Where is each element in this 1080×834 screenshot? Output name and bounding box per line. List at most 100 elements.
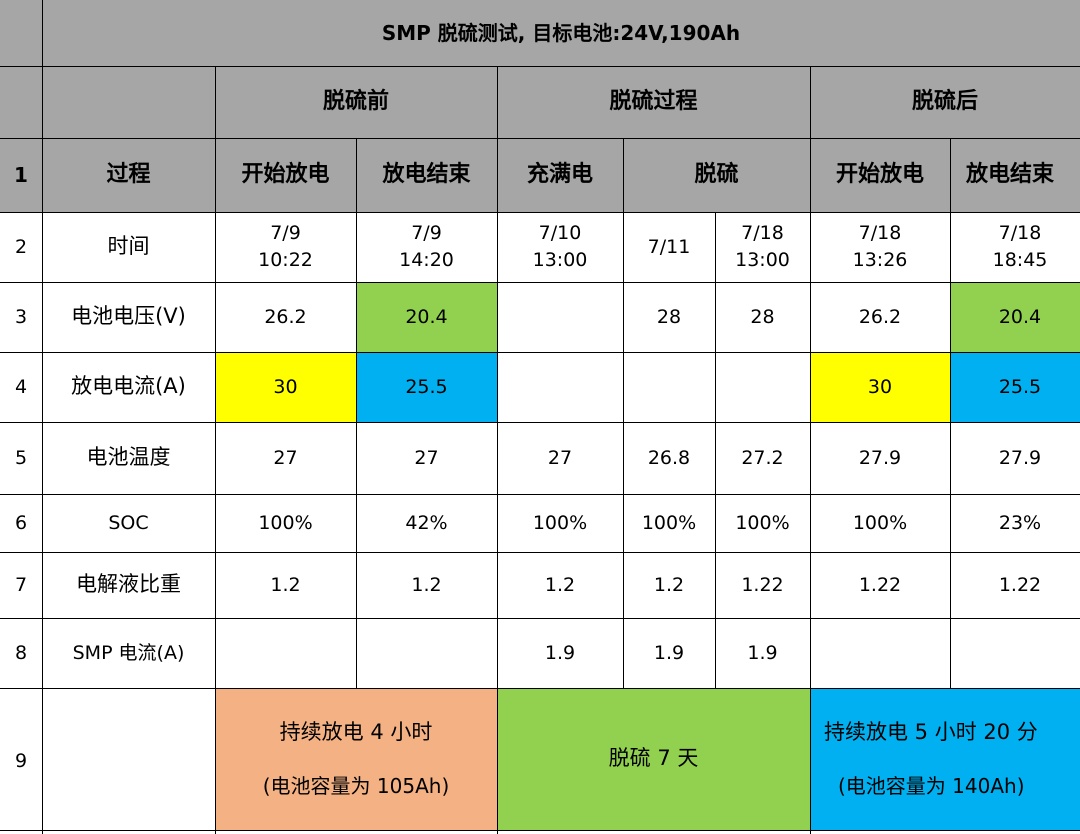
voltage-cell-green: 20.4 <box>950 282 1080 352</box>
temperature-cell: 27 <box>273 446 298 469</box>
grid-line <box>810 66 811 834</box>
current-cell <box>623 352 715 422</box>
soc-cell: 100% <box>532 511 588 534</box>
summary-process: 脱硫 7 天 <box>497 688 810 830</box>
current-cell-yellow: 30 <box>810 352 950 422</box>
time-cell: 7/10 13:00 <box>497 212 623 282</box>
smp-current-cell: 1.9 <box>747 641 778 664</box>
summary-before-capacity: (电池容量为 105Ah) <box>262 773 450 798</box>
row-number: 9 <box>14 749 28 772</box>
grid-line <box>0 66 1080 67</box>
grid-line <box>950 138 951 688</box>
col-header-start-discharge-after: 开始放电 <box>810 138 950 212</box>
group-header-process: 脱硫过程 <box>497 66 810 138</box>
voltage-cell: 26.2 <box>264 305 307 328</box>
grid-line <box>356 138 357 688</box>
time-date: 7/18 <box>998 222 1042 245</box>
grid-line <box>623 138 624 688</box>
col-header-full-charge: 充满电 <box>497 138 623 212</box>
voltage-cell: 28 <box>656 305 682 328</box>
grid-line <box>497 66 498 834</box>
voltage-cell-green: 20.4 <box>356 282 497 352</box>
time-cell: 7/18 18:45 <box>950 212 1080 282</box>
time-cell: 7/9 10:22 <box>215 212 356 282</box>
temperature-cell: 27.9 <box>998 446 1042 469</box>
time-clock: 13:00 <box>532 249 588 271</box>
corner-cell <box>0 0 42 66</box>
row-number: 8 <box>14 641 28 664</box>
row-number: 7 <box>14 573 28 596</box>
row-number: 5 <box>14 446 28 469</box>
grid-line <box>0 494 1080 495</box>
grid-line <box>0 352 1080 353</box>
soc-cell: 100% <box>735 511 790 534</box>
row-label-smp-current: SMP 电流(A) <box>72 641 185 664</box>
soc-cell: 100% <box>852 511 908 534</box>
current-cell <box>497 352 623 422</box>
row-number: 2 <box>14 235 28 258</box>
soc-cell: 100% <box>258 511 313 534</box>
summary-after-capacity: (电池容量为 140Ah) <box>838 773 1025 798</box>
summary-before: 持续放电 4 小时 (电池容量为 105Ah) <box>215 688 497 830</box>
smp-current-cell <box>810 618 950 688</box>
voltage-cell: 28 <box>750 305 775 328</box>
soc-cell: 42% <box>405 511 448 534</box>
voltage-cell: 26.2 <box>858 305 902 328</box>
group-header-before: 脱硫前 <box>215 66 497 138</box>
table-title: SMP 脱硫测试, 目标电池:24V,190Ah <box>42 0 1080 66</box>
temperature-cell: 27.2 <box>741 446 784 469</box>
smp-current-cell: 1.9 <box>653 641 685 664</box>
current-cell-blue: 25.5 <box>356 352 497 422</box>
summary-after: 持续放电 5 小时 20 分 (电池容量为 140Ah) <box>810 688 1080 830</box>
smp-current-cell: 1.9 <box>544 641 576 664</box>
smp-current-cell <box>215 618 356 688</box>
time-cell: 7/9 14:20 <box>356 212 497 282</box>
time-cell: 7/18 13:26 <box>810 212 950 282</box>
grid-line <box>0 618 1080 619</box>
row-label-current: 放电电流(A) <box>71 374 186 399</box>
density-cell: 1.2 <box>411 573 442 596</box>
time-clock: 18:45 <box>992 249 1048 271</box>
col-header-end-discharge-after: 放电结束 <box>950 138 1080 212</box>
time-cell: 7/11 <box>647 235 691 258</box>
row-number: 3 <box>14 305 28 328</box>
summary-before-duration: 持续放电 4 小时 <box>279 720 433 745</box>
group-header-blank <box>42 66 215 138</box>
summary-label-blank <box>42 688 215 834</box>
col-header-desulfation: 脱硫 <box>623 138 810 212</box>
time-date: 7/18 <box>858 222 902 245</box>
row-label-process: 过程 <box>42 138 215 212</box>
time-cell: 7/18 13:00 <box>715 212 810 282</box>
soc-cell: 23% <box>998 511 1042 534</box>
current-cell-yellow: 30 <box>215 352 356 422</box>
smp-current-cell <box>950 618 1080 688</box>
time-date: 7/9 <box>411 222 442 245</box>
time-clock: 13:26 <box>852 249 908 271</box>
grid-line <box>0 282 1080 283</box>
current-cell-blue: 25.5 <box>950 352 1080 422</box>
time-date: 7/10 <box>538 222 582 245</box>
grid-line <box>0 830 1080 831</box>
soc-cell: 100% <box>641 511 697 534</box>
row-number: 4 <box>14 375 28 398</box>
row-label-temperature: 电池温度 <box>86 445 171 470</box>
col-header-start-discharge: 开始放电 <box>215 138 356 212</box>
density-cell: 1.2 <box>653 573 685 596</box>
grid-line <box>0 552 1080 553</box>
time-date: 7/9 <box>270 222 301 245</box>
group-header-after: 脱硫后 <box>810 66 1080 138</box>
grid-line <box>215 66 216 834</box>
voltage-cell <box>497 282 623 352</box>
row-number: 1 <box>0 138 42 212</box>
grid-line <box>715 212 716 688</box>
density-cell: 1.22 <box>858 573 902 596</box>
density-cell: 1.22 <box>741 573 784 596</box>
temperature-cell: 27 <box>547 446 573 469</box>
grid-line <box>42 0 43 834</box>
row-number: 6 <box>14 511 28 534</box>
time-clock: 10:22 <box>258 249 313 271</box>
row-label-time: 时间 <box>107 234 150 259</box>
density-cell: 1.22 <box>998 573 1042 596</box>
row-number-blank <box>0 66 42 138</box>
